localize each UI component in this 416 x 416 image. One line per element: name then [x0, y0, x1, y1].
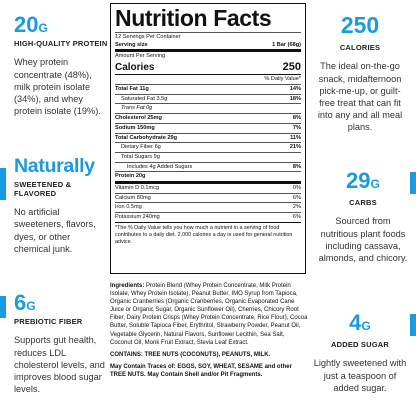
- nutrient-row: Total Carbohydrate 29g 11%: [115, 132, 301, 141]
- nutrition-facts-label: Nutrition Facts 12 Servings Per Containe…: [110, 3, 306, 274]
- nutrient-row: Iron 0.5mg 2%: [115, 202, 301, 211]
- protein-block: 20G HIGH-QUALITY PROTEIN Whey protein co…: [14, 14, 108, 117]
- serving-size-row: Serving size 1 Bar (68g): [115, 41, 301, 48]
- nutrition-title: Nutrition Facts: [115, 5, 272, 31]
- nutrient-row: Saturated Fat 3.5g 18%: [115, 93, 301, 104]
- nutrient-row: Protein 20g: [115, 171, 301, 181]
- nutrient-row: Dietary Fiber 6g 21%: [115, 142, 301, 152]
- contains-text: CONTAINS: TREE NUTS (COCONUTS), PEANUTS,…: [110, 351, 271, 358]
- dv-header: % Daily Value*: [115, 74, 301, 84]
- natural-label: SWEETENED & FLAVORED: [14, 179, 72, 198]
- sugar-value: 4G: [349, 310, 371, 335]
- nutrient-row: Total Fat 11g 14%: [115, 84, 301, 92]
- calories-desc: The ideal on-the-go snack, midafternoon …: [317, 61, 403, 133]
- natural-block: Naturally SWEETENED & FLAVORED No artifi…: [14, 155, 108, 255]
- sugar-block: 4G ADDED SUGAR Lightly sweetened with ju…: [312, 312, 408, 394]
- nutrient-row: Includes 4g Added Sugars 8%: [115, 161, 301, 172]
- nutrient-row: Trans Fat 0g: [115, 103, 301, 113]
- accent-bar-icon: [410, 172, 416, 194]
- protein-value: 20G: [14, 12, 48, 37]
- protein-desc: Whey protein concentrate (48%), milk pro…: [14, 57, 101, 116]
- sugar-label: ADDED SUGAR: [330, 340, 390, 349]
- calories-label: CALORIES: [339, 43, 381, 52]
- natural-value: Naturally: [14, 155, 95, 177]
- fiber-value: 6G: [14, 290, 36, 315]
- ingredients-block: Ingredients: Protein Blend (Whey Protein…: [110, 282, 308, 383]
- carbs-desc: Sourced from nutritious plant foods incl…: [318, 216, 408, 263]
- accent-bar-icon: [0, 168, 6, 200]
- nutrient-row: Vitamin D 0.1mcg 0%: [115, 181, 301, 193]
- nutrient-row: Cholesterol 25mg 8%: [115, 113, 301, 122]
- natural-desc: No artificial sweeteners, flavors, dyes,…: [14, 207, 96, 254]
- protein-label: HIGH-QUALITY PROTEIN: [14, 39, 108, 48]
- accent-bar-icon: [410, 314, 416, 336]
- traces-text: May Contain Traces of: EGGS, SOY, WHEAT,…: [110, 363, 292, 378]
- fiber-block: 6G PREBIOTIC FIBER Supports gut health, …: [14, 292, 108, 395]
- fiber-label: PREBIOTIC FIBER: [14, 317, 83, 326]
- servings-text: 12 Servings Per Container: [115, 32, 301, 41]
- amount-per-serving: Amount Per Serving: [115, 49, 301, 61]
- carbs-block: 29G CARBS Sourced from nutritious plant …: [318, 170, 408, 264]
- sugar-desc: Lightly sweetened with just a teaspoon o…: [313, 358, 407, 393]
- carbs-value: 29G: [346, 168, 380, 193]
- nutrient-row: Sodium 150mg 7%: [115, 122, 301, 131]
- ingredients-text: Ingredients: Protein Blend (Whey Protein…: [110, 283, 308, 346]
- accent-bar-icon: [0, 296, 6, 318]
- nutrient-row: Calcium 80mg 6%: [115, 192, 301, 201]
- nutrient-row: Total Sugars 9g: [115, 151, 301, 162]
- calories-block: 250 CALORIES The ideal on-the-go snack, …: [312, 14, 408, 133]
- nutrient-row: Potassium 240mg 6%: [115, 212, 301, 221]
- calories-row: Calories 250: [115, 61, 301, 74]
- carbs-label: CARBS: [349, 198, 377, 207]
- calories-value: 250: [340, 12, 380, 38]
- fiber-desc: Supports gut health, reduces LDL cholest…: [14, 335, 105, 394]
- nutrition-footnote: *The % Daily Value tells you how much a …: [115, 221, 301, 246]
